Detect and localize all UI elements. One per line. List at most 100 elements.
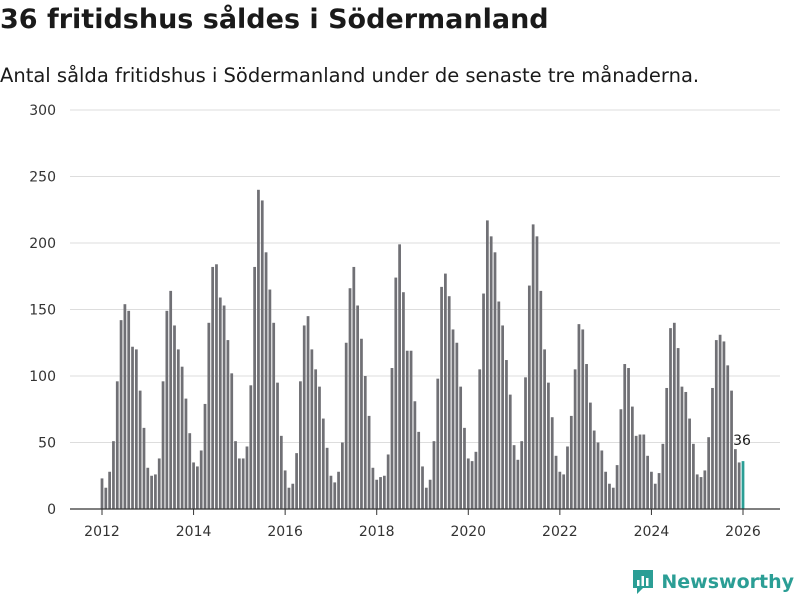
page-subtitle: Antal sålda fritidshus i Södermanland un…	[0, 64, 700, 87]
bar	[714, 340, 718, 509]
bar	[146, 467, 150, 509]
bar	[104, 487, 108, 509]
bar	[547, 382, 550, 509]
bar	[299, 381, 302, 509]
bar	[157, 458, 161, 509]
bar	[573, 369, 577, 509]
bar	[737, 462, 741, 509]
bar	[131, 346, 134, 509]
bar	[516, 459, 520, 509]
y-tick-label: 50	[38, 436, 56, 452]
bar	[562, 474, 566, 509]
bar	[203, 403, 207, 509]
bar	[646, 455, 649, 509]
bar	[215, 264, 218, 509]
bar	[688, 418, 691, 509]
bar	[230, 373, 234, 509]
bar	[512, 445, 516, 509]
bar	[207, 322, 211, 509]
bar	[722, 341, 726, 509]
bar	[417, 431, 421, 509]
bar	[421, 466, 424, 509]
bar	[173, 325, 176, 509]
bar	[260, 200, 264, 509]
bar	[360, 338, 363, 509]
bar	[264, 252, 268, 509]
bar	[501, 325, 504, 509]
bar	[310, 349, 314, 509]
bar	[306, 316, 310, 509]
bar	[531, 224, 535, 509]
bar	[348, 288, 352, 509]
bar	[253, 266, 256, 509]
bar	[535, 236, 539, 509]
bar	[734, 449, 737, 509]
bar	[344, 342, 348, 509]
bar	[455, 342, 459, 509]
bar	[112, 441, 115, 509]
bar	[352, 266, 356, 509]
bar	[123, 304, 127, 509]
bar	[180, 366, 184, 509]
bar	[692, 443, 695, 509]
bar	[459, 386, 463, 509]
bar	[684, 391, 688, 509]
bar	[333, 482, 337, 509]
bar	[291, 483, 295, 509]
y-tick-label: 150	[29, 303, 56, 319]
bar	[432, 441, 436, 509]
bar	[218, 297, 222, 509]
bar	[478, 369, 482, 509]
bar	[619, 409, 623, 509]
bar	[482, 293, 485, 509]
gridlines	[70, 109, 780, 443]
bars	[100, 189, 745, 510]
bar	[257, 189, 260, 510]
newsworthy-logo-text: Newsworthy	[661, 571, 794, 593]
bar	[554, 455, 558, 509]
x-tick-label: 2024	[634, 524, 670, 540]
bar	[634, 435, 638, 509]
bar	[661, 443, 665, 509]
bar	[409, 350, 413, 509]
bar	[695, 474, 699, 509]
bar	[650, 471, 653, 509]
bar	[424, 487, 428, 509]
bar	[611, 487, 615, 509]
bar	[672, 322, 676, 509]
bar	[382, 475, 386, 509]
bar	[379, 477, 382, 509]
bar	[653, 483, 657, 509]
bar	[627, 368, 630, 509]
bar	[321, 418, 325, 509]
bar	[566, 446, 569, 509]
bar	[176, 349, 180, 509]
x-tick-label: 2018	[359, 524, 395, 540]
bar	[474, 451, 478, 509]
bar	[142, 427, 146, 509]
bar	[470, 461, 474, 509]
bar	[718, 334, 722, 509]
bar	[707, 437, 711, 509]
y-tick-label: 250	[29, 170, 56, 186]
x-tick-label: 2020	[450, 524, 486, 540]
bar	[108, 471, 112, 509]
bar	[665, 387, 669, 509]
bar	[447, 296, 451, 509]
bar	[119, 320, 123, 509]
bar	[356, 305, 360, 509]
bar	[161, 381, 165, 509]
bar	[341, 442, 344, 509]
y-axis-labels: 0 50 100 150 200 250 300	[29, 103, 56, 518]
bar	[184, 398, 188, 509]
newsworthy-logo-icon	[633, 570, 654, 594]
bar	[413, 401, 417, 509]
x-tick-label: 2026	[725, 524, 761, 540]
x-tick-label: 2016	[267, 524, 303, 540]
bar	[623, 364, 627, 509]
y-tick-label: 200	[29, 236, 56, 252]
bar	[302, 325, 306, 509]
bar	[115, 381, 119, 509]
bar	[657, 473, 661, 509]
